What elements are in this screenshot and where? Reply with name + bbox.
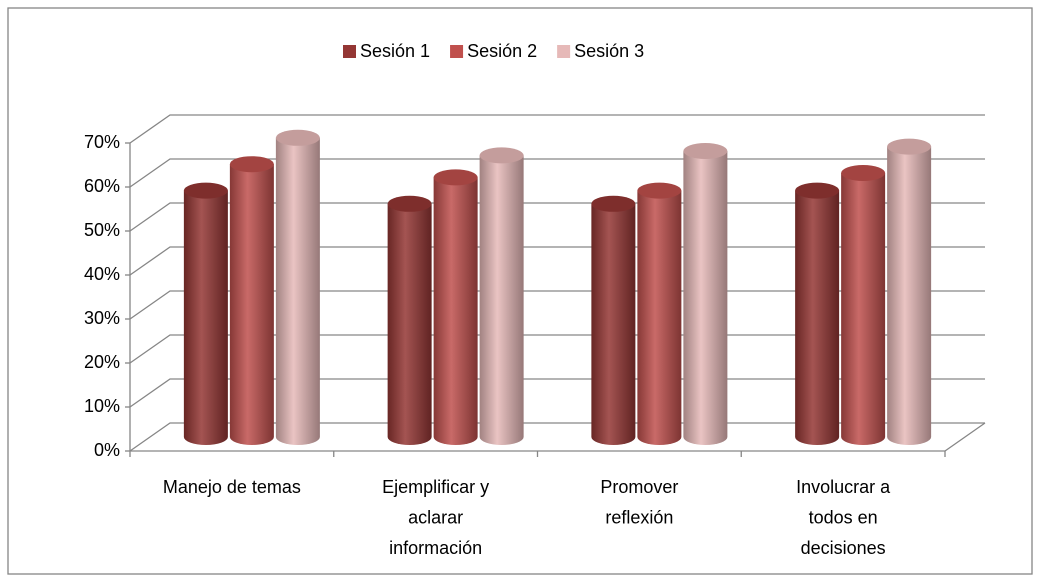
bar-body bbox=[229, 164, 274, 445]
bar-body bbox=[841, 173, 886, 445]
bar-top bbox=[591, 195, 636, 212]
bar bbox=[841, 165, 886, 445]
y-tick-label: 50% bbox=[84, 220, 120, 240]
y-tick-label: 40% bbox=[84, 264, 120, 284]
bar-top bbox=[683, 143, 728, 159]
legend-label: Sesión 3 bbox=[574, 41, 644, 61]
bar bbox=[591, 195, 636, 445]
bar bbox=[795, 182, 840, 445]
bar bbox=[683, 143, 728, 445]
legend-label: Sesión 2 bbox=[467, 41, 537, 61]
bar-top bbox=[479, 147, 524, 164]
legend-swatch bbox=[557, 45, 571, 58]
bar-body bbox=[591, 203, 636, 445]
bar-body bbox=[479, 155, 524, 445]
bar-top bbox=[387, 195, 432, 212]
bar-top bbox=[433, 169, 478, 186]
bar-body bbox=[887, 146, 932, 445]
y-tick-label: 0% bbox=[94, 440, 120, 460]
bar-top bbox=[841, 165, 886, 181]
legend-swatch bbox=[343, 45, 356, 58]
bar bbox=[183, 182, 228, 445]
legend-swatch bbox=[450, 45, 464, 58]
y-tick-label: 10% bbox=[84, 396, 120, 416]
y-tick-label: 30% bbox=[84, 308, 120, 328]
bar-body bbox=[183, 190, 228, 445]
bar bbox=[479, 147, 524, 445]
bar-body bbox=[275, 137, 320, 446]
bar-top bbox=[275, 129, 320, 146]
bar-top bbox=[637, 182, 682, 199]
grid-line bbox=[129, 114, 985, 144]
bar-body bbox=[795, 190, 840, 445]
bar bbox=[387, 195, 432, 445]
bar-body bbox=[683, 151, 728, 445]
legend-label: Sesión 1 bbox=[360, 41, 430, 61]
x-tick-label: Ejemplificar y aclarar información bbox=[382, 477, 489, 558]
x-tick-label: Promover reflexión bbox=[600, 477, 678, 528]
bar bbox=[433, 169, 478, 445]
bar-top bbox=[887, 138, 932, 155]
bar bbox=[275, 129, 320, 446]
y-tick-label: 60% bbox=[84, 176, 120, 196]
x-tick-label: Manejo de temas bbox=[163, 477, 301, 497]
bar-body bbox=[637, 190, 682, 445]
bar bbox=[637, 182, 682, 445]
bar-body bbox=[387, 203, 432, 445]
bar-top bbox=[183, 182, 228, 199]
bar-top bbox=[795, 182, 840, 199]
x-tick-label: Involucrar a todos en decisiones bbox=[796, 477, 891, 558]
bar bbox=[887, 138, 932, 445]
bar-top bbox=[229, 156, 274, 173]
y-tick-label: 20% bbox=[84, 352, 120, 372]
y-tick-label: 70% bbox=[84, 132, 120, 152]
bar bbox=[229, 156, 274, 445]
bar-body bbox=[433, 177, 478, 445]
